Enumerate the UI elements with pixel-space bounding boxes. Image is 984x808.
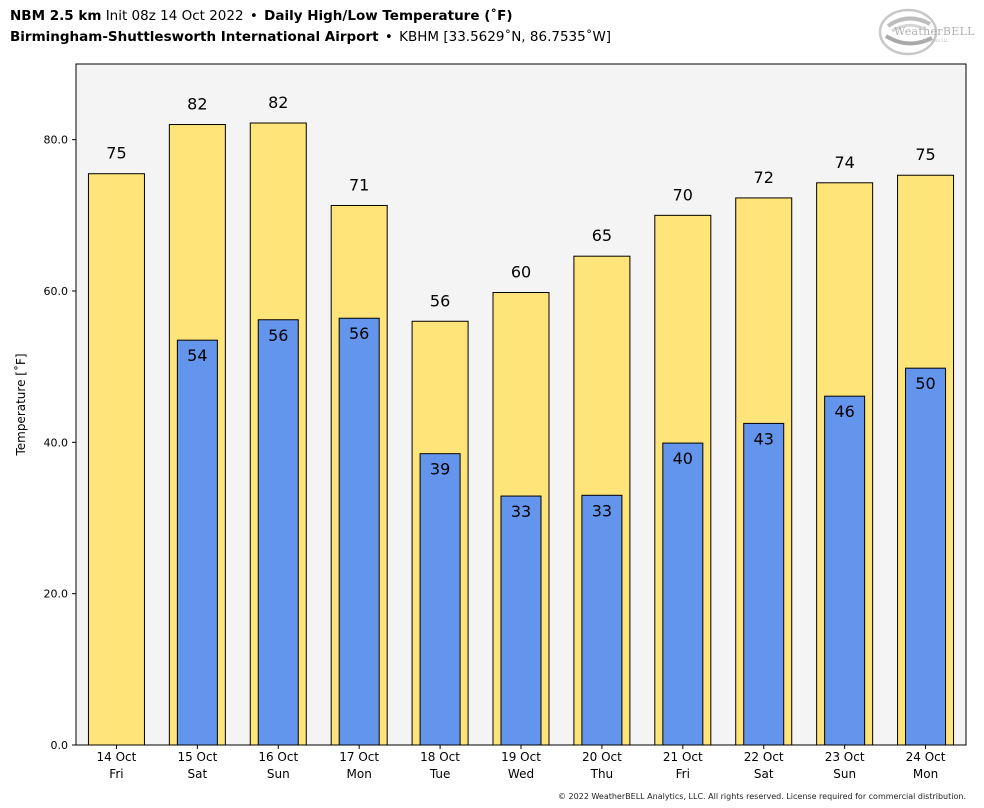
x-tick-date: 17 Oct [339, 750, 379, 764]
low-temp-bar [500, 495, 542, 746]
high-temp-label: 82 [187, 95, 207, 114]
x-tick-day: Thu [590, 767, 614, 781]
y-tick-label: 20.0 [44, 588, 69, 601]
x-tick-day: Sun [833, 767, 856, 781]
x-tick-day: Mon [347, 767, 372, 781]
low-temp-bar [662, 442, 704, 746]
low-temp-label: 56 [349, 324, 369, 343]
copyright-footer: © 2022 WeatherBELL Analytics, LLC. All r… [558, 792, 966, 801]
header-line-2: Birmingham-Shuttlesworth International A… [10, 27, 611, 48]
low-temp-bar [338, 317, 380, 746]
x-tick-date: 19 Oct [501, 750, 541, 764]
low-temp-bar [257, 319, 299, 746]
low-temp-bar [419, 453, 461, 746]
high-temp-label: 56 [430, 291, 450, 310]
x-tick-date: 24 Oct [906, 750, 946, 764]
low-temp-bar [824, 395, 866, 746]
low-temp-label: 56 [268, 326, 288, 345]
station-name: Birmingham-Shuttlesworth International A… [10, 29, 379, 45]
y-tick-label: 80.0 [44, 134, 69, 147]
x-tick-date: 22 Oct [744, 750, 784, 764]
x-tick-date: 15 Oct [177, 750, 217, 764]
header-line-1: NBM 2.5 km Init 08z 14 Oct 2022 • Daily … [10, 6, 611, 27]
x-tick-day: Wed [508, 767, 534, 781]
high-temp-label: 75 [915, 145, 935, 164]
logo-subtext: Analytics LLC [922, 38, 949, 43]
chart-title: Daily High/Low Temperature (˚F) [264, 8, 513, 24]
weatherbell-logo: WeatherBELL Analytics LLC [878, 6, 974, 56]
high-temp-label: 70 [673, 185, 693, 204]
y-tick-label: 40.0 [44, 436, 69, 449]
high-temp-label: 65 [592, 226, 612, 245]
y-tick-label: 60.0 [44, 285, 69, 298]
x-tick-date: 18 Oct [420, 750, 460, 764]
low-temp-label: 50 [915, 374, 935, 393]
x-tick-date: 14 Oct [97, 750, 137, 764]
y-tick-label: 0.0 [51, 739, 69, 752]
low-temp-label: 54 [187, 346, 207, 365]
x-tick-day: Fri [676, 767, 690, 781]
weatherbell-swirl-icon [878, 8, 938, 56]
x-tick-day: Sat [754, 767, 774, 781]
low-temp-bar [581, 494, 623, 746]
x-tick-date: 16 Oct [258, 750, 298, 764]
chart-header: NBM 2.5 km Init 08z 14 Oct 2022 • Daily … [10, 6, 611, 48]
logo-text: WeatherBELL [894, 25, 975, 38]
low-temp-label: 43 [754, 429, 774, 448]
high-temp-label: 82 [268, 93, 288, 112]
x-tick-date: 21 Oct [663, 750, 703, 764]
x-tick-day: Fri [109, 767, 123, 781]
high-temp-label: 72 [754, 168, 774, 187]
low-temp-bar [905, 367, 947, 746]
header-separator: • [249, 8, 258, 24]
header-separator: • [384, 29, 393, 45]
x-tick-day: Sat [188, 767, 208, 781]
high-temp-label: 60 [511, 263, 531, 282]
high-temp-label: 74 [834, 153, 854, 172]
model-name: NBM 2.5 km [10, 8, 102, 24]
x-tick-date: 23 Oct [825, 750, 865, 764]
x-tick-day: Mon [913, 767, 938, 781]
low-temp-label: 39 [430, 460, 450, 479]
low-temp-label: 33 [592, 501, 612, 520]
low-temp-label: 33 [511, 502, 531, 521]
x-tick-day: Tue [429, 767, 451, 781]
station-id: KBHM [33.5629˚N, 86.7535˚W] [399, 29, 612, 45]
low-temp-bar [176, 339, 218, 746]
low-temp-bar [743, 422, 785, 746]
high-temp-label: 71 [349, 175, 369, 194]
y-axis-label: Temperature [˚F] [13, 353, 28, 456]
x-tick-date: 20 Oct [582, 750, 622, 764]
high-temp-bar [87, 173, 145, 746]
x-tick-day: Sun [267, 767, 290, 781]
high-temp-label: 75 [106, 144, 126, 163]
low-temp-label: 46 [834, 402, 854, 421]
low-temp-label: 40 [673, 449, 693, 468]
init-time: Init 08z 14 Oct 2022 [105, 8, 244, 24]
